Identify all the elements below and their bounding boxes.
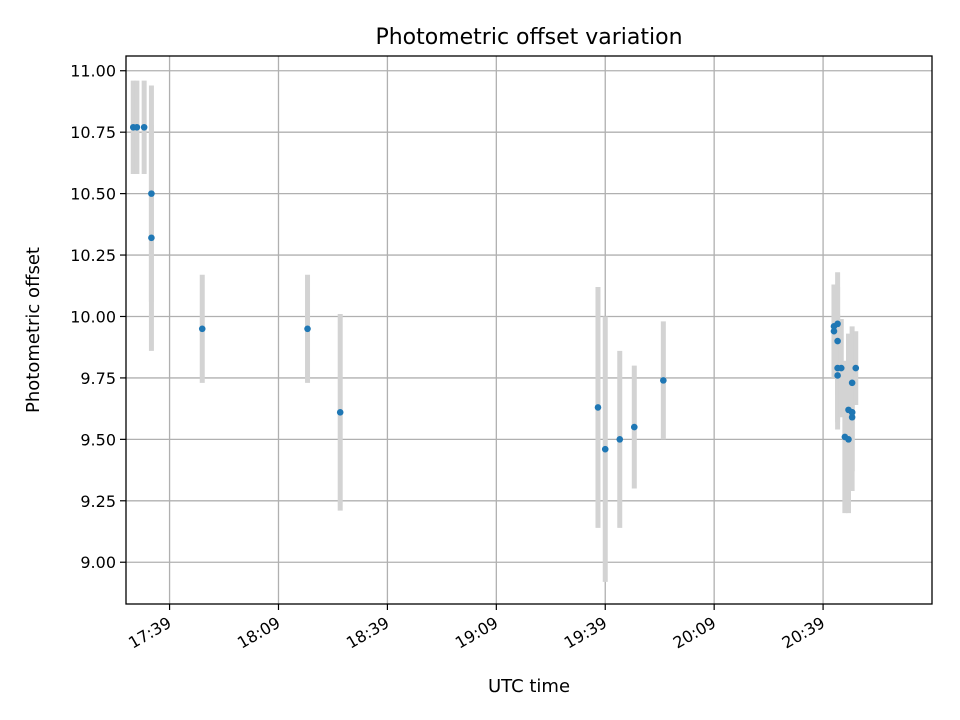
y-tick-label: 9.50 [80,430,116,449]
data-point [630,423,638,431]
data-point [601,445,609,453]
x-axis-label: UTC time [488,676,570,697]
x-tick-label: 19:09 [452,613,501,653]
data-point [616,436,624,443]
x-tick-label: 19:39 [561,613,610,653]
y-tick-label: 10.75 [70,123,116,142]
data-point [148,234,155,242]
plot-frame [125,55,933,605]
data-point [198,325,206,333]
y-tick-label: 10.25 [70,246,116,265]
data-point [594,404,602,411]
y-tick-label: 9.25 [80,492,116,511]
data-point [336,409,344,416]
x-tick-label: 18:09 [234,613,283,653]
x-tick-label: 18:39 [343,613,392,653]
data-point [852,364,860,372]
grid [126,56,932,604]
chart-title: Photometric offset variation [375,25,682,50]
data-points [129,123,860,453]
data-point [140,123,148,131]
y-axis-label: Photometric offset [23,247,44,413]
y-tick-label: 9.00 [80,553,116,572]
x-tick-label: 20:39 [779,613,828,653]
data-point [834,372,841,379]
data-point [830,327,838,335]
data-point [133,123,141,131]
data-point [148,190,155,197]
data-point [848,413,856,421]
data-point [837,364,845,372]
x-tick-label: 17:39 [125,613,174,653]
data-point [660,377,667,384]
data-point [848,379,856,387]
data-point [834,320,841,328]
x-axis: 17:39 18:09 18:39 19:09 19:39 20:09 20:39 [125,604,828,653]
error-bars [130,80,859,582]
data-point [304,325,311,333]
y-tick-label: 11.00 [70,62,116,81]
y-axis: 9.00 9.25 9.50 9.75 10.00 10.25 10.50 10.75 11.0… [70,62,126,572]
data-point [845,436,852,443]
y-tick-label: 10.50 [70,185,116,204]
data-point [848,409,856,416]
y-tick-label: 10.00 [70,307,116,326]
data-point [834,337,841,345]
x-tick-label: 20:09 [670,613,719,653]
y-tick-label: 9.75 [80,369,116,388]
